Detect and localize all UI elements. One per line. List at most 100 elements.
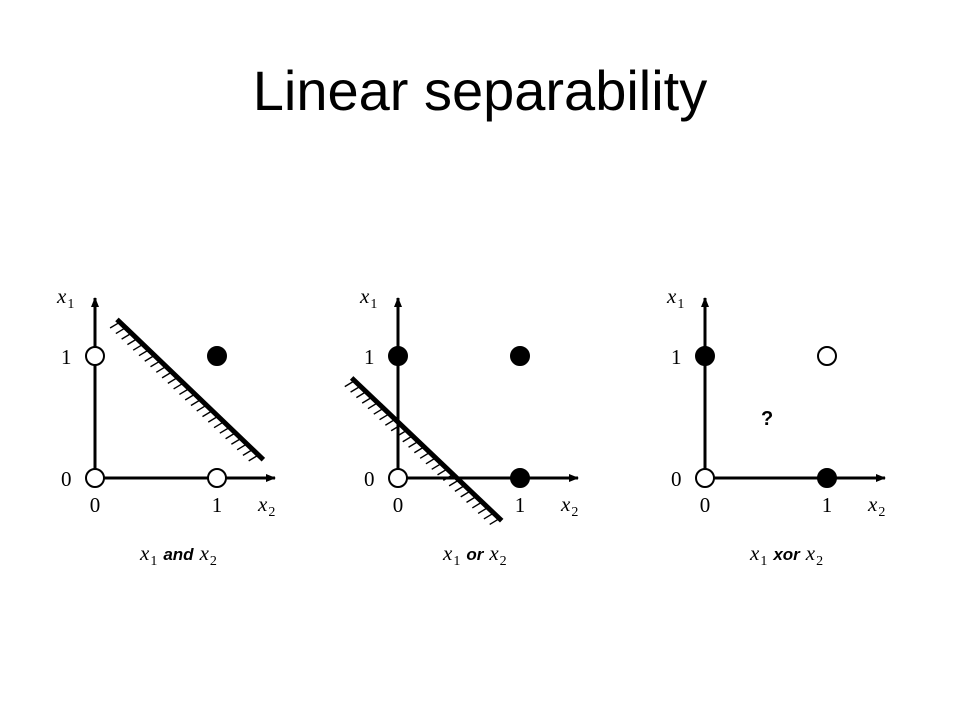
hatch-mark	[460, 490, 471, 498]
tick-label-zero-vertical: 0	[671, 467, 682, 491]
filled-point	[510, 346, 530, 366]
caption-operator: or	[466, 545, 484, 564]
tick-label-zero-horizontal: 0	[393, 493, 404, 517]
filled-point	[817, 468, 837, 488]
hatch-mark	[367, 402, 379, 410]
hatch-mark	[373, 407, 384, 415]
axis-subscript: 2	[268, 505, 275, 520]
axis-var: x	[359, 284, 370, 308]
hatch-mark	[115, 327, 126, 335]
hatch-mark	[132, 343, 144, 351]
hatch-mark	[350, 385, 361, 393]
tick-label-zero-horizontal: 0	[90, 493, 101, 517]
hatch-mark	[161, 371, 173, 379]
hatch-mark	[231, 437, 242, 445]
hatch-mark	[248, 454, 259, 462]
slide-title: Linear separability	[252, 59, 708, 122]
filled-point	[695, 346, 715, 366]
hatch-mark	[138, 349, 150, 357]
axis-subscript: 1	[370, 297, 377, 312]
axis-var: x	[56, 284, 67, 308]
hatch-mark	[179, 387, 190, 396]
hatch-mark	[448, 479, 460, 487]
open-point	[817, 346, 837, 366]
axis-subscript: 1	[67, 297, 74, 312]
axis-var: x	[257, 492, 268, 516]
hatch-mark	[471, 501, 483, 509]
question-mark: ?	[761, 408, 773, 430]
horizontal-axis-label: x2	[867, 492, 885, 520]
hatch-mark	[144, 354, 155, 362]
vertical-axis-label: x1	[359, 284, 377, 312]
vertical-axis-label: x1	[56, 284, 74, 312]
hatch-mark	[155, 365, 167, 373]
filled-point	[388, 346, 408, 366]
caption-var: x	[139, 541, 150, 565]
open-point	[85, 346, 105, 366]
filled-point	[207, 346, 227, 366]
caption-subscript: 1	[760, 554, 767, 569]
hatch-mark	[173, 382, 184, 390]
hatch-mark	[356, 391, 367, 399]
caption-subscript: 2	[500, 554, 507, 569]
hatch-mark	[242, 448, 254, 456]
hatch-mark	[219, 426, 230, 434]
hatch-mark	[454, 484, 466, 492]
tick-label-zero-vertical: 0	[364, 467, 375, 491]
hatch-mark	[379, 413, 390, 421]
open-point	[85, 468, 105, 488]
tick-label-zero-vertical: 0	[61, 467, 72, 491]
vertical-axis-label: x1	[666, 284, 684, 312]
hatch-mark	[413, 446, 425, 454]
tick-label-zero-horizontal: 0	[700, 493, 711, 517]
hatch-mark	[361, 396, 373, 404]
caption-operator: xor	[772, 545, 801, 564]
separator-line	[115, 317, 266, 462]
filled-point	[510, 468, 530, 488]
horizontal-axis-label: x2	[257, 492, 275, 520]
caption-var: x	[749, 541, 760, 565]
open-point	[207, 468, 227, 488]
hatch-mark	[466, 495, 477, 504]
hatch-mark	[225, 432, 236, 440]
caption-var: x	[442, 541, 453, 565]
hatch-mark	[402, 435, 413, 443]
open-point	[388, 468, 408, 488]
panel-caption: x1 xor x2	[749, 541, 823, 569]
horizontal-axis-label: x2	[560, 492, 578, 520]
hatch-mark	[477, 506, 489, 515]
hatch-mark	[184, 393, 196, 401]
axis-subscript: 1	[677, 297, 684, 312]
axis-var: x	[560, 492, 571, 516]
axis-subscript: 2	[571, 505, 578, 520]
tick-label-one-vertical: 1	[364, 345, 375, 369]
caption-var: x	[488, 541, 499, 565]
hatch-mark	[202, 410, 213, 418]
axis-subscript: 2	[878, 505, 885, 520]
axis-var: x	[666, 284, 677, 308]
hatch-mark	[109, 321, 121, 329]
caption-subscript: 1	[453, 554, 460, 569]
panel-caption: x1 and x2	[139, 541, 217, 569]
hatch-mark	[425, 457, 437, 465]
caption-operator: and	[163, 545, 194, 564]
tick-label-one-vertical: 1	[671, 345, 682, 369]
panel-caption: x1 or x2	[442, 541, 507, 569]
hatch-mark	[196, 404, 207, 412]
hatch-mark	[419, 451, 431, 459]
hatch-mark	[437, 468, 448, 476]
separator-line	[349, 376, 504, 523]
hatch-mark	[213, 421, 225, 429]
open-point	[695, 468, 715, 488]
hatch-mark	[207, 415, 219, 423]
tick-label-one-horizontal: 1	[822, 493, 833, 517]
hatch-mark	[121, 332, 132, 340]
caption-subscript: 2	[210, 554, 217, 569]
hatch-mark	[236, 443, 248, 451]
axis-var: x	[867, 492, 878, 516]
hatch-mark	[431, 462, 442, 470]
